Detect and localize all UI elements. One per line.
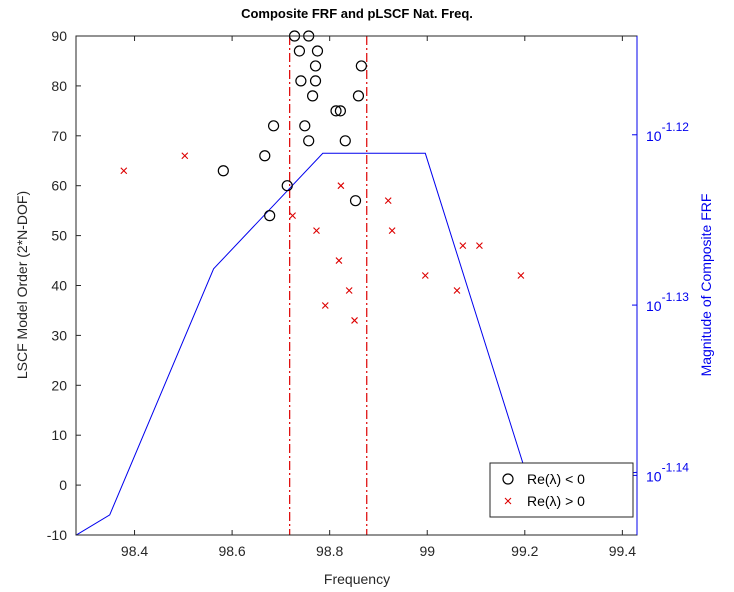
stable-pole-circle: [299, 120, 311, 132]
unstable-pole-cross: [421, 272, 429, 279]
legend-entry-label: Re(λ) < 0: [527, 471, 585, 487]
x-tick-label: 98.4: [121, 543, 148, 559]
unstable-pole-cross: [289, 212, 296, 220]
unstable-pole-cross: [459, 242, 467, 249]
plot-background: [76, 36, 637, 535]
cross-stroke: [384, 197, 392, 205]
x-axis-label: Frequency: [324, 571, 390, 587]
cross-stroke: [335, 257, 343, 264]
unstable-pole-cross: [388, 227, 396, 234]
left-y-tick-label: -10: [47, 527, 67, 543]
stable-pole-circle: [281, 180, 293, 192]
stable-pole-circle: [339, 135, 351, 147]
stable-pole-circle: [293, 45, 306, 57]
left-y-tick-label: 0: [59, 477, 67, 493]
cross-stroke: [351, 317, 358, 324]
stable-pole-circle: [295, 75, 307, 87]
stable-pole-circle: [330, 105, 342, 117]
stable-pole-circle: [259, 150, 271, 162]
x-tick-label: 99.2: [511, 543, 538, 559]
unstable-pole-cross: [337, 182, 345, 190]
stable-pole-circle: [306, 90, 319, 102]
cross-stroke: [459, 242, 467, 249]
stable-pole-circle: [309, 60, 322, 72]
cross-stroke: [313, 227, 320, 234]
stable-pole-circle: [311, 45, 324, 57]
unstable-pole-cross: [453, 287, 461, 294]
stable-pole-circle: [349, 195, 362, 207]
unstable-pole-cross: [351, 317, 358, 324]
right-y-axis-label: Magnitude of Composite FRF: [698, 194, 714, 377]
cross-stroke: [289, 212, 296, 220]
left-y-tick-label: 20: [51, 377, 67, 393]
left-y-tick-label: 60: [51, 178, 67, 194]
natural-frequency-lines: [289, 36, 368, 535]
cross-stroke: [181, 152, 189, 160]
left-y-tick-label: 40: [51, 278, 67, 294]
unstable-pole-cross: [313, 227, 320, 234]
cross-stroke: [517, 272, 525, 279]
x-tick-label: 99.4: [609, 543, 636, 559]
chart-title: Composite FRF and pLSCF Nat. Freq.: [241, 6, 473, 21]
left-y-tick-label: 80: [51, 78, 67, 94]
axes-layer: 98.4 98.6 98.8 99 99.2 99.4 -10 0 10 20 30 40 50 60 70…: [47, 28, 689, 559]
stable-pole-circle: [309, 75, 322, 87]
left-y-tick-label: 70: [51, 128, 67, 144]
unstable-pole-cross: [384, 197, 392, 205]
cross-stroke: [321, 302, 329, 309]
stable-pole-circle: [334, 105, 347, 117]
unstable-pole-cross: [335, 257, 343, 264]
stable-pole-circle: [217, 165, 229, 177]
cross-stroke: [337, 182, 345, 190]
unstable-pole-cross: [321, 302, 329, 309]
right-y-tick-label: 10-1.13: [646, 290, 689, 314]
x-tick-label: 98.6: [218, 543, 245, 559]
right-y-tick-label: 10-1.12: [646, 120, 689, 144]
legend-entry-label: Re(λ) > 0: [527, 493, 585, 509]
legend: Re(λ) < 0 Re(λ) > 0: [489, 462, 634, 518]
left-y-axis-label: LSCF Model Order (2*N-DOF): [14, 191, 30, 379]
stable-pole-circle: [352, 90, 365, 102]
unstable-pole-cross: [476, 242, 483, 249]
unstable-pole-cross: [120, 167, 128, 175]
stable-pole-circle: [355, 60, 367, 72]
cross-stroke: [421, 272, 429, 279]
x-tick-label: 98.8: [316, 543, 343, 559]
legend-box: [489, 462, 634, 518]
unstable-pole-cross: [345, 287, 353, 294]
cross-stroke: [453, 287, 461, 294]
cross-stroke: [345, 287, 353, 294]
x-tick-label: 99: [419, 543, 435, 559]
right-y-tick-label: 10-1.14: [646, 460, 689, 484]
left-y-tick-label: 90: [51, 28, 67, 44]
stable-pole-circle: [264, 210, 276, 222]
stable-pole-circle: [303, 135, 315, 147]
cross-stroke: [120, 167, 128, 175]
legend-circle-icon: [502, 473, 514, 485]
pole-markers: [120, 30, 525, 324]
left-y-tick-label: 30: [51, 327, 67, 343]
unstable-pole-cross: [181, 152, 189, 160]
left-y-tick-label: 50: [51, 228, 67, 244]
cross-stroke: [476, 242, 483, 249]
left-y-tick-label: 10: [51, 427, 67, 443]
cross-stroke: [388, 227, 396, 234]
unstable-pole-cross: [517, 272, 525, 279]
stable-pole-circle: [267, 120, 280, 132]
legend-cross-icon: [504, 497, 512, 505]
